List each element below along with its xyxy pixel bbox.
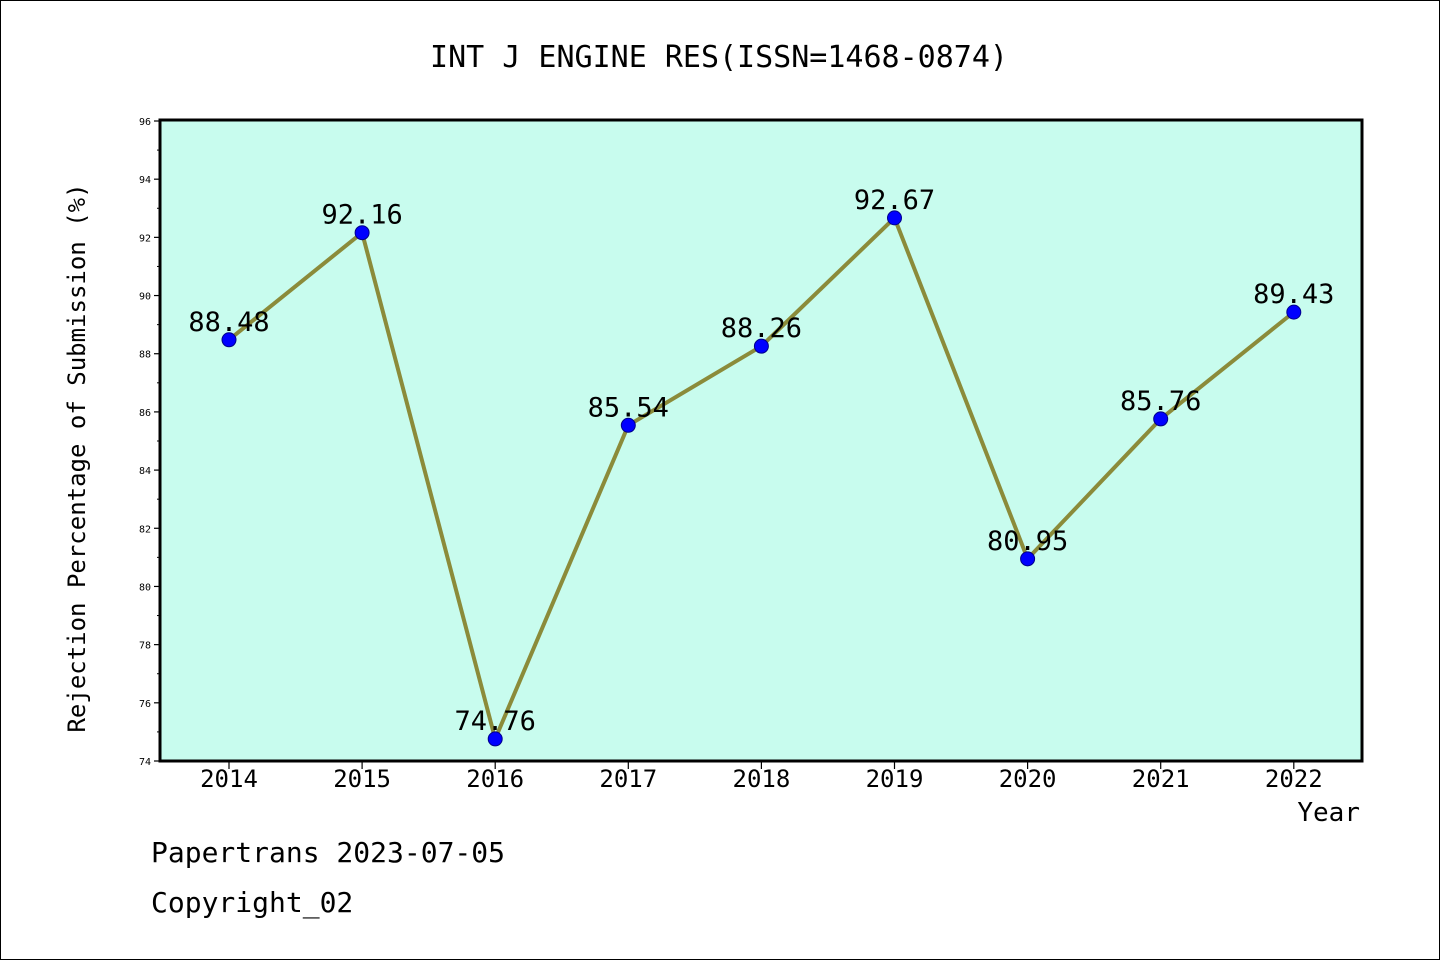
data-label: 85.54 xyxy=(588,392,669,423)
data-point-marker xyxy=(354,225,370,241)
y-tick-label: 96 xyxy=(139,117,151,128)
y-tick-label: 80 xyxy=(139,582,151,593)
data-label: 74.76 xyxy=(455,706,536,737)
x-tick-label: 2021 xyxy=(1132,765,1190,793)
chart-title: INT J ENGINE RES(ISSN=1468-0874) xyxy=(430,40,1008,75)
y-tick-label: 88 xyxy=(139,350,151,361)
x-tick-label: 2016 xyxy=(466,765,524,793)
y-tick-label: 82 xyxy=(139,524,151,535)
footer-copyright: Copyright_02 xyxy=(151,886,354,919)
y-tick-label: 84 xyxy=(139,466,151,477)
x-axis-label: Year xyxy=(1297,798,1360,828)
x-tick-label: 2014 xyxy=(200,765,258,793)
y-tick-label: 92 xyxy=(139,233,151,244)
data-point-marker xyxy=(753,338,769,354)
data-labels-group: 88.48 92.16 74.76 85.54 88.26 92.67 80.95 85.76… xyxy=(188,185,1334,737)
y-axis-label: Rejection Percentage of Submission (%) xyxy=(63,183,91,732)
data-point-marker xyxy=(1153,411,1169,427)
data-point-marker xyxy=(1020,551,1036,567)
data-point-marker xyxy=(221,332,237,348)
x-tick-label: 2015 xyxy=(333,765,391,793)
data-point-marker xyxy=(620,417,636,433)
y-tick-label: 90 xyxy=(139,292,151,303)
data-point-marker xyxy=(487,731,503,747)
data-label: 88.26 xyxy=(721,313,802,344)
data-point-marker xyxy=(887,210,902,226)
y-tick-label: 74 xyxy=(139,757,151,768)
x-tick-label: 2020 xyxy=(999,765,1057,793)
x-axis: 2014 2015 2016 2017 2018 2019 2020 2021 2022 xyxy=(200,761,1323,793)
y-tick-label: 86 xyxy=(139,408,151,419)
x-tick-label: 2017 xyxy=(599,765,657,793)
data-label: 88.48 xyxy=(188,307,269,338)
data-label: 89.43 xyxy=(1253,279,1334,310)
data-label: 85.76 xyxy=(1120,386,1201,417)
y-axis: 74 76 78 80 82 84 86 88 90 92 94 96 xyxy=(139,117,161,768)
data-label: 92.67 xyxy=(854,185,935,216)
x-tick-label: 2019 xyxy=(866,765,924,793)
y-tick-label: 76 xyxy=(139,699,151,710)
y-tick-label: 94 xyxy=(139,175,151,186)
series-line-group xyxy=(221,210,1302,747)
x-tick-label: 2018 xyxy=(733,765,791,793)
footer-source: Papertrans 2023-07-05 xyxy=(151,836,506,869)
data-point-marker xyxy=(1286,304,1302,320)
data-label: 92.16 xyxy=(321,200,402,231)
y-tick-label: 78 xyxy=(139,641,151,652)
x-tick-label: 2022 xyxy=(1265,765,1323,793)
data-label: 80.95 xyxy=(987,526,1068,557)
